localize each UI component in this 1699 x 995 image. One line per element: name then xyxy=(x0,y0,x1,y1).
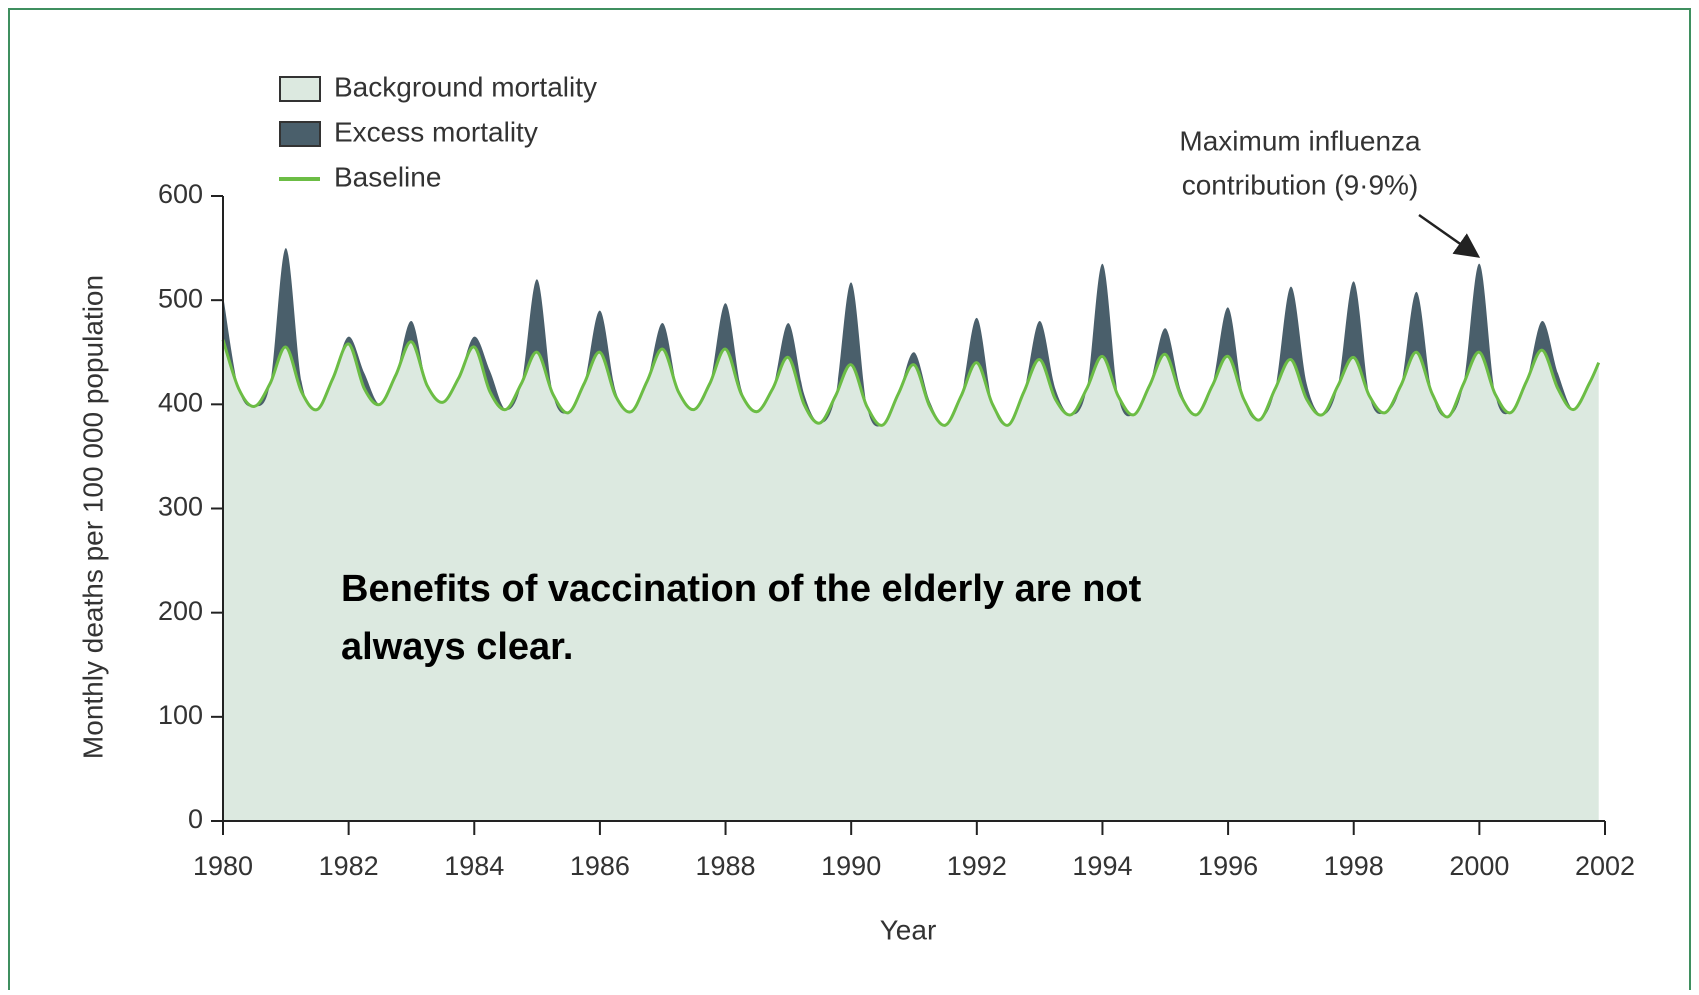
legend-label: Baseline xyxy=(334,161,441,192)
x-tick-label: 2000 xyxy=(1449,851,1509,881)
annotation-arrow xyxy=(1418,213,1481,258)
y-tick-label: 500 xyxy=(158,283,203,313)
x-tick-label: 1980 xyxy=(193,851,253,881)
y-tick-label: 400 xyxy=(158,387,203,417)
frame xyxy=(8,8,1691,995)
x-axis-label: Year xyxy=(880,914,937,945)
x-tick-label: 1998 xyxy=(1324,851,1384,881)
x-tick-label: 2002 xyxy=(1575,851,1635,881)
legend-swatch xyxy=(279,121,321,147)
annotation: Maximum influenza xyxy=(1179,125,1421,156)
x-tick-label: 1994 xyxy=(1072,851,1132,881)
x-tick-label: 1990 xyxy=(821,851,881,881)
y-tick-label: 200 xyxy=(158,596,203,626)
y-tick-label: 100 xyxy=(158,700,203,730)
x-tick-label: 1986 xyxy=(570,851,630,881)
y-axis-label: Monthly deaths per 100 000 population xyxy=(77,275,108,759)
y-tick-label: 600 xyxy=(158,179,203,209)
background-area xyxy=(223,339,1599,821)
legend-label: Background mortality xyxy=(334,71,597,102)
y-tick-label: 0 xyxy=(188,804,203,834)
x-tick-label: 1996 xyxy=(1198,851,1258,881)
annotation: contribution (9·9%) xyxy=(1182,169,1419,200)
x-tick-label: 1982 xyxy=(319,851,379,881)
overlay-text: Benefits of vaccination of the elderly a… xyxy=(341,568,1142,610)
overlay-text: always clear. xyxy=(341,626,573,668)
legend-label: Excess mortality xyxy=(334,116,538,147)
legend-swatch xyxy=(279,76,321,102)
x-tick-label: 1988 xyxy=(696,851,756,881)
x-tick-label: 1992 xyxy=(947,851,1007,881)
x-tick-label: 1984 xyxy=(444,851,504,881)
baseline-line xyxy=(221,339,1601,427)
y-tick-label: 300 xyxy=(158,492,203,522)
